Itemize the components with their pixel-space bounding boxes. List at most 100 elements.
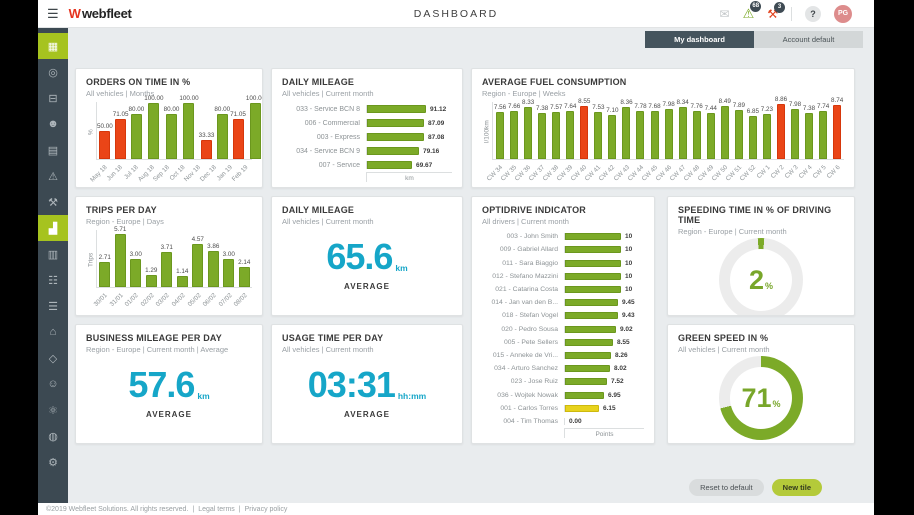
bar[interactable]: [565, 325, 616, 333]
donut-ring[interactable]: 2%: [719, 238, 803, 315]
bar[interactable]: [692, 111, 701, 159]
kpi-unit: hh:mm: [397, 391, 427, 402]
bar[interactable]: [565, 404, 599, 412]
bar[interactable]: [367, 161, 412, 169]
bar[interactable]: [115, 119, 127, 159]
bar[interactable]: [566, 111, 575, 159]
bar[interactable]: [565, 365, 610, 373]
bar[interactable]: [678, 107, 687, 159]
bar[interactable]: [524, 107, 533, 159]
bar[interactable]: [200, 140, 212, 159]
bar[interactable]: [367, 119, 424, 127]
bar[interactable]: [99, 131, 111, 159]
bar[interactable]: [762, 114, 771, 159]
bar[interactable]: [608, 115, 617, 159]
tab-account-default[interactable]: Account default: [754, 31, 863, 48]
bar[interactable]: [833, 105, 842, 159]
privacy-policy-link[interactable]: Privacy policy: [244, 505, 288, 513]
sidebar-item-users[interactable]: ☺: [38, 371, 68, 397]
legal-terms-link[interactable]: Legal terms: [198, 505, 235, 513]
sidebar-item-settings[interactable]: ⚙: [38, 449, 68, 475]
bar[interactable]: [748, 116, 757, 159]
bar[interactable]: [130, 114, 142, 159]
bar[interactable]: [207, 251, 219, 287]
sidebar-item-map-search[interactable]: ◎: [38, 59, 68, 85]
bar[interactable]: [367, 133, 424, 141]
bar[interactable]: [565, 338, 613, 346]
messages-icon[interactable]: ✉: [719, 6, 730, 21]
sidebar-item-webfleet-services[interactable]: ◍: [38, 423, 68, 449]
bar[interactable]: [114, 234, 126, 287]
bar[interactable]: [664, 109, 673, 159]
bar[interactable]: [192, 244, 204, 287]
new-tile-button[interactable]: New tile: [771, 479, 822, 496]
bar[interactable]: [734, 110, 743, 159]
bar[interactable]: [161, 252, 173, 287]
bar[interactable]: [238, 267, 250, 287]
webfleet-logo[interactable]: W webfleet: [69, 6, 132, 21]
bar[interactable]: [650, 111, 659, 159]
sidebar-item-vehicles[interactable]: ⊟: [38, 85, 68, 111]
maintenance-icon[interactable]: ⚒ 3: [767, 1, 785, 20]
bar[interactable]: [565, 378, 607, 386]
bar[interactable]: [496, 112, 505, 159]
bar[interactable]: [510, 111, 519, 159]
sidebar-item-logbook[interactable]: ▥: [38, 241, 68, 267]
sidebar-item-print[interactable]: ☷: [38, 267, 68, 293]
donut-ring[interactable]: 71%: [719, 356, 803, 440]
bar[interactable]: [594, 112, 603, 159]
bar[interactable]: [232, 119, 244, 159]
bar[interactable]: [819, 111, 828, 159]
bar[interactable]: [250, 103, 262, 159]
menu-icon[interactable]: ☰: [47, 6, 59, 21]
sidebar-item-contacts[interactable]: ☰: [38, 293, 68, 319]
bar[interactable]: [706, 113, 715, 159]
bar[interactable]: [720, 106, 729, 159]
bar[interactable]: [367, 105, 426, 113]
sidebar-item-reports[interactable]: ▟: [38, 215, 68, 241]
sidebar-item-map[interactable]: ▦: [38, 33, 68, 59]
bar[interactable]: [216, 114, 228, 159]
sidebar-item-maintenance[interactable]: ⚒: [38, 189, 68, 215]
bar[interactable]: [176, 276, 188, 287]
bar[interactable]: [552, 112, 561, 159]
bar[interactable]: [145, 275, 157, 287]
tile-body: 03:31 hh:mm AVERAGE: [282, 358, 452, 438]
bar[interactable]: [565, 285, 621, 293]
sidebar-item-areas[interactable]: ◇: [38, 345, 68, 371]
sidebar-item-company[interactable]: ⌂: [38, 319, 68, 345]
bar[interactable]: [183, 103, 195, 159]
bar[interactable]: [99, 262, 111, 287]
bar[interactable]: [223, 259, 235, 287]
sidebar-item-connections[interactable]: ⚛: [38, 397, 68, 423]
bar[interactable]: [165, 114, 177, 159]
bar[interactable]: [580, 106, 589, 159]
bar[interactable]: [367, 147, 419, 155]
bar[interactable]: [565, 259, 621, 267]
bar[interactable]: [565, 272, 621, 280]
sidebar-item-alerts[interactable]: ⚠: [38, 163, 68, 189]
bar[interactable]: [538, 113, 547, 159]
alerts-icon[interactable]: ⚠ 68: [743, 1, 762, 20]
bar[interactable]: [565, 233, 621, 241]
bar[interactable]: [791, 109, 799, 159]
sidebar-item-drivers[interactable]: ☻: [38, 111, 68, 137]
avatar[interactable]: PG: [834, 4, 852, 23]
bar[interactable]: [148, 103, 160, 159]
bar[interactable]: [130, 259, 142, 287]
tab-my-dashboard[interactable]: My dashboard: [645, 31, 754, 48]
bar[interactable]: [565, 351, 611, 359]
bar-slot: 100.00: [246, 95, 262, 159]
bar[interactable]: [776, 104, 785, 159]
tile-subtitle: All vehicles | Current month: [678, 345, 770, 354]
bar[interactable]: [805, 113, 814, 159]
reset-to-default-button[interactable]: Reset to default: [689, 479, 764, 496]
bar[interactable]: [565, 312, 618, 320]
help-button[interactable]: ?: [805, 5, 821, 22]
sidebar-item-orders[interactable]: ▤: [38, 137, 68, 163]
bar[interactable]: [636, 111, 645, 159]
bar[interactable]: [622, 107, 631, 159]
bar[interactable]: [565, 246, 621, 254]
bar[interactable]: [565, 391, 604, 399]
bar[interactable]: [565, 299, 618, 307]
